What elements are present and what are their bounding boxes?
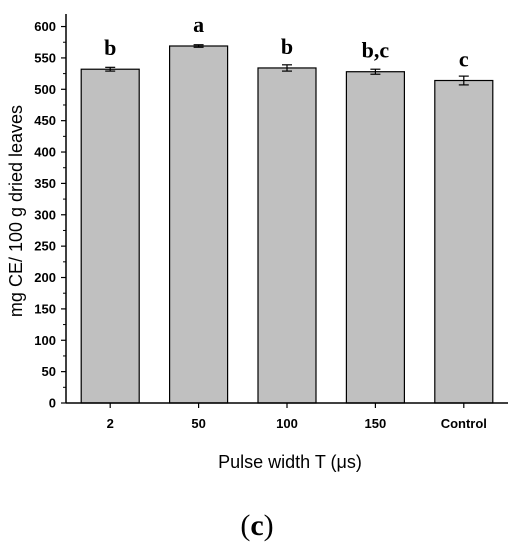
significance-letter: a	[193, 12, 204, 37]
y-tick-label: 50	[42, 364, 56, 379]
y-tick-label: 550	[34, 50, 56, 65]
x-tick-label: Control	[441, 416, 487, 431]
bar-2	[80, 68, 140, 404]
y-tick-label: 350	[34, 176, 56, 191]
plot-area: b a b b,c c	[80, 12, 494, 404]
y-tick-label: 600	[34, 19, 56, 34]
y-axis-title: mg CE/ 100 g dried leaves	[6, 105, 26, 317]
y-tick-label: 0	[49, 396, 56, 411]
y-tick-label: 300	[34, 207, 56, 222]
y-tick-label: 400	[34, 145, 56, 160]
bar-control	[434, 79, 494, 404]
significance-letter: b	[281, 34, 293, 59]
x-tick-label: 100	[276, 416, 298, 431]
x-tick-label: 2	[107, 416, 114, 431]
bar-50	[169, 45, 229, 404]
panel-label-letter: c	[250, 509, 263, 542]
y-tick-label: 250	[34, 239, 56, 254]
x-tick-label: 150	[365, 416, 387, 431]
significance-letter: b	[104, 35, 116, 60]
panel-label: (c)	[240, 509, 273, 542]
y-tick-label: 450	[34, 113, 56, 128]
y-tick-label: 200	[34, 270, 56, 285]
panel-label-open: (	[240, 509, 250, 542]
bar-100	[257, 67, 317, 404]
y-tick-label: 150	[34, 301, 56, 316]
significance-letter: c	[459, 47, 469, 72]
y-tick-label: 500	[34, 82, 56, 97]
x-axis-title: Pulse width T (μs)	[218, 452, 362, 472]
bar-150	[345, 71, 405, 404]
panel-label-close: )	[264, 509, 274, 542]
y-tick-label: 100	[34, 333, 56, 348]
significance-letter: b,c	[362, 38, 390, 63]
x-tick-label: 50	[191, 416, 205, 431]
